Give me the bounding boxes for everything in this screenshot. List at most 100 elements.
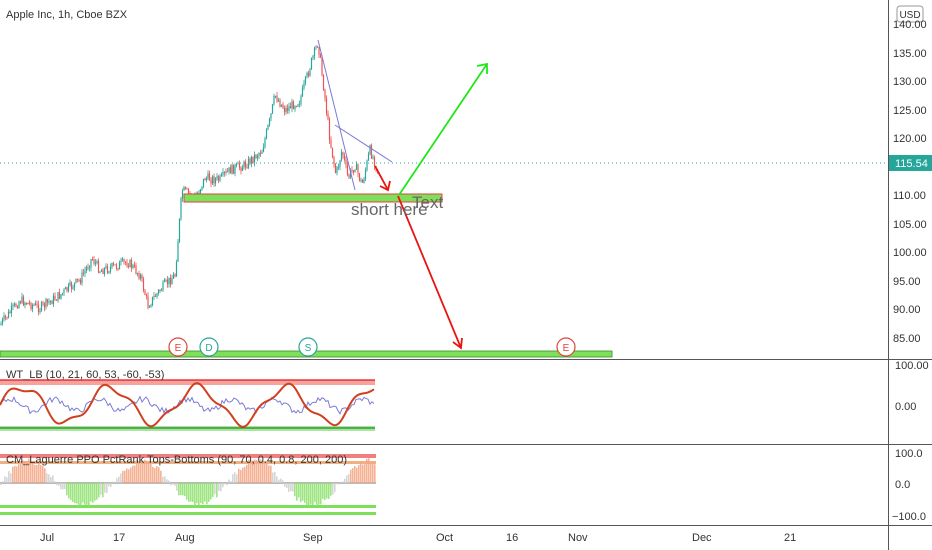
- candle-body: [27, 302, 29, 305]
- candle-body: [307, 72, 310, 76]
- red-arrow-short[interactable]: [374, 165, 391, 192]
- laguerre-bar: [106, 483, 108, 494]
- laguerre-bar: [164, 476, 166, 483]
- svg-text:E: E: [563, 343, 570, 354]
- laguerre-bar: [268, 465, 270, 483]
- candle-body: [93, 259, 95, 264]
- svg-text:115.54: 115.54: [895, 158, 928, 170]
- candle-body: [300, 96, 302, 104]
- support-zone[interactable]: [183, 193, 443, 203]
- candle-body: [144, 290, 146, 295]
- laguerre-bar: [56, 483, 58, 486]
- text-label[interactable]: Text: [412, 193, 443, 212]
- laguerre-bar: [136, 459, 138, 483]
- candle-body: [288, 106, 290, 111]
- candle-body: [294, 106, 296, 110]
- candle-body: [339, 160, 341, 167]
- candle-body: [310, 57, 313, 70]
- laguerre-bar: [324, 483, 326, 500]
- price-axis[interactable]: 140.00 135.00 130.00 125.00 120.00 110.0…: [893, 19, 927, 345]
- candle-body: [222, 172, 224, 175]
- laguerre-bar: [284, 483, 286, 487]
- time-axis[interactable]: Jul 17 Aug Sep Oct 16 Nov Dec 21: [40, 532, 796, 544]
- wt-lb-pane[interactable]: [0, 379, 375, 431]
- candle-body: [283, 108, 286, 113]
- candle-body: [85, 267, 88, 271]
- laguerre-bar: [290, 483, 292, 491]
- laguerre-bar: [224, 483, 226, 485]
- candle-body: [148, 306, 151, 308]
- laguerre-bar: [12, 466, 14, 483]
- laguerre-bar: [178, 483, 180, 496]
- candle-body: [351, 170, 353, 172]
- time-label: Sep: [303, 532, 323, 544]
- lag-tick: 0.0: [895, 479, 910, 491]
- laguerre-bar: [36, 464, 38, 483]
- candle-body: [16, 306, 19, 308]
- laguerre-bar: [156, 466, 158, 483]
- laguerre-bar: [240, 470, 242, 483]
- candle-body: [261, 151, 263, 154]
- laguerre-bar: [300, 483, 302, 503]
- candle-body: [109, 267, 112, 272]
- candle-body: [318, 47, 320, 55]
- currency-button[interactable]: USD: [896, 5, 924, 23]
- candle-body: [313, 47, 316, 56]
- laguerre-bar: [358, 464, 360, 483]
- trendline-lower[interactable]: [334, 124, 393, 163]
- candle-body: [111, 263, 113, 268]
- green-arrow[interactable]: [398, 62, 488, 196]
- laguerre-bar: [150, 463, 152, 483]
- candle-body: [13, 303, 16, 305]
- candle-body: [81, 272, 83, 284]
- laguerre-bar: [322, 483, 324, 499]
- candle-body: [372, 157, 374, 159]
- price-tick: 90.00: [893, 304, 921, 316]
- lag-tick: 100.0: [895, 448, 923, 460]
- laguerre-bar: [270, 465, 272, 483]
- laguerre-bar: [222, 483, 224, 488]
- candle-body: [241, 167, 244, 171]
- event-marker-earnings[interactable]: E: [168, 337, 188, 357]
- candle-body: [324, 90, 326, 99]
- candle-body: [235, 164, 238, 166]
- event-marker-dividend[interactable]: D: [199, 337, 219, 357]
- laguerre-bar: [246, 464, 248, 483]
- candle-body: [124, 261, 127, 263]
- candle-body: [331, 147, 334, 158]
- laguerre-bar: [294, 483, 296, 497]
- candle-body: [151, 296, 154, 306]
- laguerre-bar: [8, 471, 10, 483]
- laguerre-bar: [68, 483, 70, 499]
- laguerre-bar: [30, 462, 32, 483]
- laguerre-bar: [362, 464, 364, 483]
- candle-body: [117, 268, 119, 270]
- event-marker-earnings-future[interactable]: E: [556, 337, 576, 357]
- candle-body: [52, 295, 55, 305]
- laguerre-bar: [230, 481, 232, 483]
- candle-body: [46, 299, 49, 303]
- laguerre-bar: [310, 483, 312, 505]
- candle-body: [229, 167, 232, 174]
- candle-body: [205, 178, 208, 181]
- candle-body: [181, 190, 184, 199]
- candle-body: [178, 218, 181, 242]
- candle-body: [58, 292, 61, 299]
- laguerre-bar: [116, 478, 118, 483]
- candle-body: [180, 198, 182, 219]
- laguerre-bar: [318, 483, 320, 505]
- laguerre-bar: [128, 469, 130, 483]
- trendline-upper[interactable]: [317, 39, 356, 191]
- red-arrow-target[interactable]: [397, 195, 463, 350]
- candle-body: [55, 299, 58, 301]
- laguerre-bar: [316, 483, 318, 507]
- candle-body: [157, 289, 160, 294]
- candle-body: [216, 176, 218, 179]
- laguerre-bar: [188, 483, 190, 502]
- event-marker-split[interactable]: S: [298, 337, 318, 357]
- candle-body: [265, 129, 268, 139]
- candle-body: [234, 165, 236, 174]
- short-here-label[interactable]: short here: [351, 200, 428, 219]
- laguerre-pane[interactable]: [0, 454, 376, 515]
